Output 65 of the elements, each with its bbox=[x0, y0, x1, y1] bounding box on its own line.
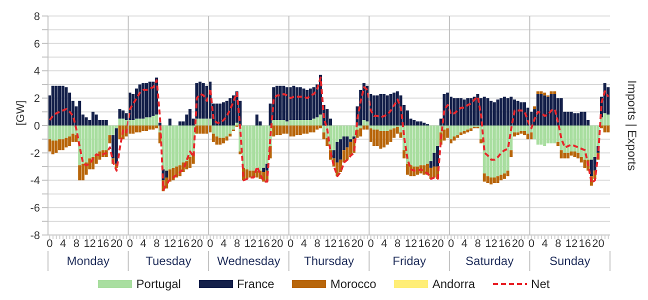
legend-label: Net bbox=[531, 277, 550, 291]
x-tick-label: 4 bbox=[461, 238, 468, 250]
legend-label: Andorra bbox=[432, 277, 476, 291]
x-tick-label: 20 bbox=[512, 238, 524, 250]
x-tick-label: 4 bbox=[220, 238, 227, 250]
x-tick-label: 0 bbox=[528, 238, 534, 250]
x-tick-label: 4 bbox=[140, 238, 146, 250]
x-tick-label: 8 bbox=[73, 238, 80, 250]
x-tick-label: 0 bbox=[207, 238, 214, 250]
x-tick-label: 20 bbox=[592, 238, 604, 250]
x-tick-label: 8 bbox=[555, 238, 562, 250]
x-tick-label: 0 bbox=[126, 238, 134, 250]
x-tick-label: 12 bbox=[485, 238, 498, 250]
x-tick-label: 16 bbox=[498, 238, 511, 250]
x-tick-label: 8 bbox=[234, 238, 240, 250]
x-tick-label: 8 bbox=[154, 238, 160, 250]
x-tick-label: 12 bbox=[565, 238, 578, 250]
text: Friday bbox=[392, 254, 426, 268]
x-tick-label: 12 bbox=[164, 238, 176, 250]
x-tick-label: 0 bbox=[448, 238, 454, 250]
y-axis-title: [GW] bbox=[14, 100, 27, 126]
text: Wednesday bbox=[217, 254, 280, 268]
x-tick-label: 12 bbox=[244, 238, 257, 250]
x-tick-label: 20 bbox=[432, 238, 444, 250]
x-tick-label: 16 bbox=[177, 238, 190, 250]
x-tick-label: 16 bbox=[258, 238, 270, 250]
x-tick-label: 12 bbox=[84, 238, 96, 250]
y-tick-label: -8 bbox=[30, 230, 40, 242]
x-tick-label: 16 bbox=[97, 238, 110, 250]
x-tick-label: 16 bbox=[418, 238, 430, 250]
x-tick-label: 16 bbox=[338, 238, 350, 250]
x-tick-label: 0 bbox=[287, 238, 294, 250]
x-tick-label: 12 bbox=[324, 238, 337, 250]
y-tick-label: -2 bbox=[30, 148, 40, 160]
y-tick-label: 0 bbox=[34, 120, 40, 132]
x-tick-label: 0 bbox=[368, 238, 374, 250]
x-tick-label: 8 bbox=[474, 238, 481, 250]
y-tick-label: 8 bbox=[34, 10, 40, 23]
text: Tuesday bbox=[146, 254, 192, 268]
text: Thursday bbox=[304, 254, 354, 268]
x-tick-label: 8 bbox=[314, 238, 320, 250]
x-tick-label: 20 bbox=[190, 238, 203, 250]
x-tick-label: 4 bbox=[381, 238, 388, 250]
legend-label: Morocco bbox=[330, 277, 376, 291]
legend-label: Portugal bbox=[136, 277, 181, 291]
x-tick-label: 20 bbox=[351, 238, 364, 250]
x-tick-label: 20 bbox=[271, 238, 284, 250]
y-tick-label: 4 bbox=[34, 66, 40, 78]
text: Saturday bbox=[466, 254, 514, 268]
x-tick-label: 12 bbox=[404, 238, 418, 250]
y2-axis-title: Imports | Exports bbox=[625, 80, 639, 171]
x-tick-label: 8 bbox=[394, 238, 401, 250]
x-tick-label: 20 bbox=[110, 238, 123, 250]
y-tick-label: -6 bbox=[30, 202, 40, 215]
x-tick-label: 4 bbox=[60, 238, 66, 250]
text: Monday bbox=[66, 254, 110, 268]
x-tick-label: 4 bbox=[300, 238, 307, 250]
y-tick-label: -4 bbox=[30, 175, 40, 188]
x-tick-label: 16 bbox=[578, 238, 592, 250]
text: Sunday bbox=[550, 254, 590, 268]
legend-label: France bbox=[236, 277, 274, 291]
x-tick-label: 0 bbox=[46, 238, 53, 250]
x-tick-label: 4 bbox=[542, 238, 548, 250]
y-tick-label: 6 bbox=[34, 38, 40, 50]
y-tick-label: 2 bbox=[34, 93, 40, 106]
